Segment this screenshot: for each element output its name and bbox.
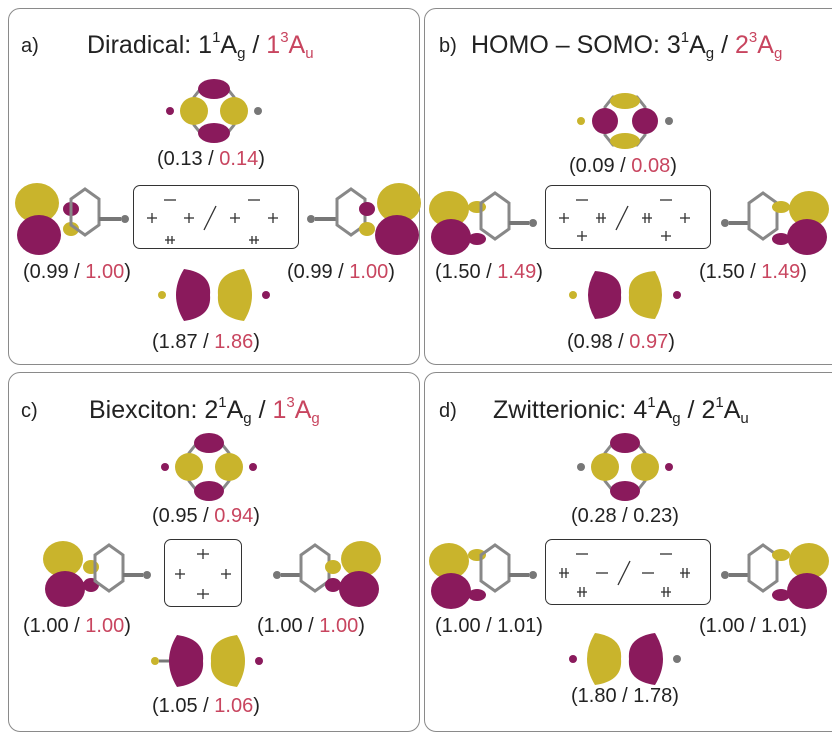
panel-letter: d) <box>439 400 457 422</box>
orbital-left-image <box>425 183 545 263</box>
occupancy-left: (1.00 / 1.00) <box>23 615 131 637</box>
orbital-right <box>721 543 829 609</box>
orbital-top-image <box>565 85 685 157</box>
electron-configuration <box>175 549 231 599</box>
occupancy-right: (0.99 / 1.00) <box>287 261 395 283</box>
occupancy-top: (0.09 / 0.08) <box>569 155 677 177</box>
configuration-box <box>545 539 711 605</box>
orbital-top-image <box>565 429 685 505</box>
electron-configuration <box>559 553 690 597</box>
orbital-bottom-image <box>565 623 685 695</box>
occupancy-bottom: (1.80 / 1.78) <box>571 685 679 707</box>
orbital-left-image <box>425 533 545 617</box>
configuration-box <box>545 185 711 249</box>
orbital-left <box>429 543 537 609</box>
panel-letter: a) <box>21 35 39 57</box>
occupancy-left: (1.00 / 1.01) <box>435 615 543 637</box>
occupancy-right: (1.50 / 1.49) <box>699 261 807 283</box>
panel-title: Biexciton: 21Ag / 13Ag <box>89 394 320 427</box>
panel-d: d) Zwitterionic: 41Ag / 21Au (0.28 / 0.2… <box>424 372 832 732</box>
orbital-bottom <box>569 271 681 319</box>
electron-configuration <box>559 199 690 241</box>
panel-title: HOMO – SOMO: 31Ag / 23Ag <box>471 29 783 62</box>
orbital-bottom-image <box>565 259 685 331</box>
orbital-top <box>161 433 257 501</box>
orbital-top <box>166 79 262 143</box>
orbital-bottom <box>151 635 263 687</box>
orbital-left <box>15 183 129 255</box>
orbital-right-image <box>715 533 832 617</box>
orbital-right-image <box>299 179 424 259</box>
orbital-right-image <box>715 183 832 263</box>
occupancy-top: (0.28 / 0.23) <box>571 505 679 527</box>
panel-letter: c) <box>21 400 38 422</box>
orbital-top <box>577 433 673 501</box>
occupancy-top: (0.13 / 0.14) <box>157 148 265 170</box>
orbital-bottom-image <box>147 625 267 697</box>
occupancy-right: (1.00 / 1.00) <box>257 615 365 637</box>
orbital-left <box>43 541 151 607</box>
orbital-bottom <box>569 633 681 685</box>
orbital-left-image <box>37 533 162 617</box>
electron-configuration <box>147 199 278 244</box>
occupancy-right: (1.00 / 1.01) <box>699 615 807 637</box>
panel-letter: b) <box>439 35 457 57</box>
panel-title: Zwitterionic: 41Ag / 21Au <box>493 394 749 427</box>
configuration-box <box>164 539 242 607</box>
orbital-bottom-image <box>154 259 274 331</box>
configuration-box <box>133 185 299 249</box>
orbital-top-image <box>149 429 269 505</box>
orbital-left-image <box>13 179 138 259</box>
panel-a: a) Diradical: 11Ag / 13Au (0.13 / 0.14) … <box>8 8 421 365</box>
orbital-bottom <box>158 269 270 321</box>
orbital-left <box>429 191 537 255</box>
orbital-top-image <box>154 75 274 147</box>
panel-c: c) Biexciton: 21Ag / 13Ag (0.95 / 0.94) … <box>8 372 420 732</box>
occupancy-bottom: (1.05 / 1.06) <box>152 695 260 717</box>
orbital-right <box>307 183 421 255</box>
orbital-right <box>273 541 381 607</box>
occupancy-left: (0.99 / 1.00) <box>23 261 131 283</box>
orbital-right-image <box>265 533 390 617</box>
occupancy-bottom: (1.87 / 1.86) <box>152 331 260 353</box>
occupancy-bottom: (0.98 / 0.97) <box>567 331 675 353</box>
panel-title: Diradical: 11Ag / 13Au <box>87 29 314 62</box>
occupancy-left: (1.50 / 1.49) <box>435 261 543 283</box>
occupancy-top: (0.95 / 0.94) <box>152 505 260 527</box>
panel-b: b) HOMO – SOMO: 31Ag / 23Ag (0.09 / 0.08… <box>424 8 832 365</box>
orbital-top <box>577 93 673 149</box>
orbital-right <box>721 191 829 255</box>
